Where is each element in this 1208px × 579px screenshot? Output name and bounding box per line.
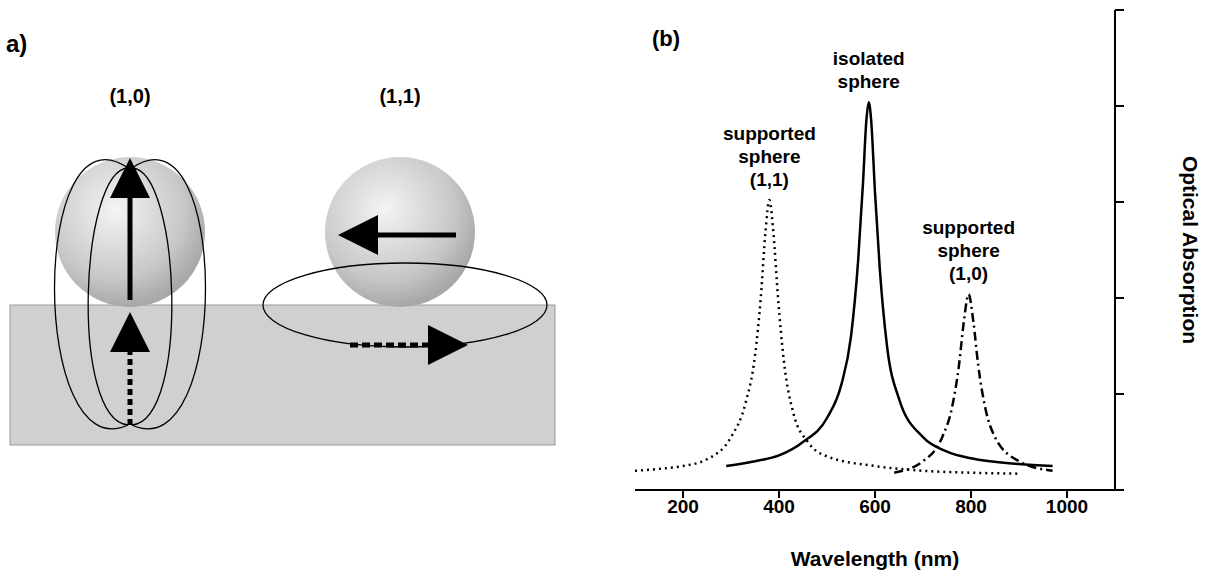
svg-text:(1,0): (1,0) xyxy=(949,263,988,284)
svg-text:800: 800 xyxy=(955,496,987,517)
html-text:Optical Absorption: Optical Absorption xyxy=(1179,155,1202,345)
svg-text:200: 200 xyxy=(667,496,699,517)
svg-text:sphere: sphere xyxy=(937,240,999,261)
html-text:(b): (b) xyxy=(652,26,681,51)
svg-text:supported: supported xyxy=(922,217,1015,238)
svg-text:1000: 1000 xyxy=(1046,496,1088,517)
svg-text:(1,1): (1,1) xyxy=(379,85,420,107)
svg-text:a): a) xyxy=(6,30,27,57)
svg-text:600: 600 xyxy=(859,496,891,517)
svg-text:400: 400 xyxy=(763,496,795,517)
svg-text:sphere: sphere xyxy=(838,71,900,92)
svg-text:supported: supported xyxy=(723,123,816,144)
svg-text:sphere: sphere xyxy=(738,146,800,167)
svg-text:isolated: isolated xyxy=(833,48,905,69)
svg-text:(1,1): (1,1) xyxy=(750,169,789,190)
svg-text:(1,0): (1,0) xyxy=(109,85,150,107)
svg-text:Wavelength (nm): Wavelength (nm) xyxy=(791,547,959,570)
